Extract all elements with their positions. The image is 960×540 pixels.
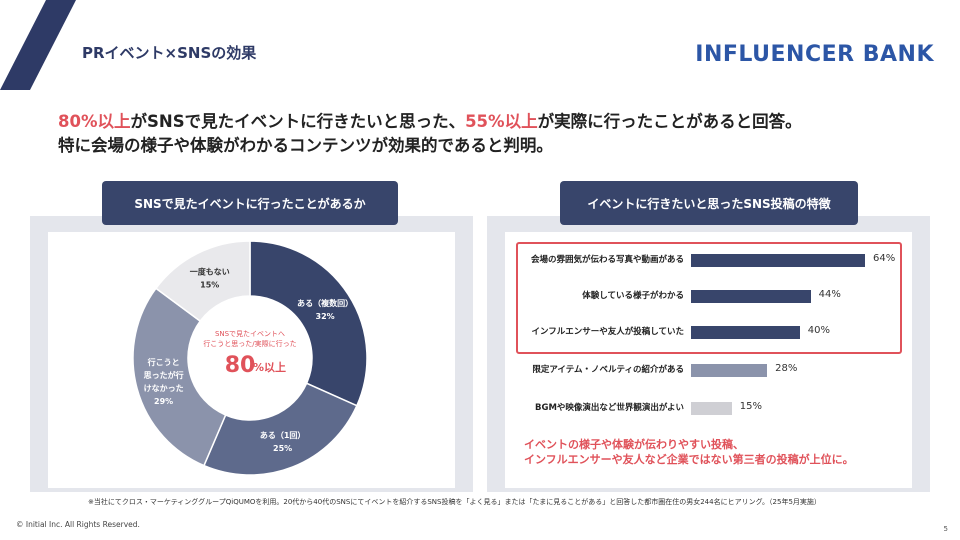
highlight-box (516, 242, 902, 354)
headline-text-end: が実際に行ったことがあると回答。 (537, 112, 802, 131)
bar-2 (691, 326, 800, 339)
right-panel-heading: イベントに行きたいと思ったSNS投稿の特徴 (560, 181, 858, 225)
bar-chart: 会場の雰囲気が伝わる写真や動画がある 64% 体験している様子がわかる 44% インフル… (505, 232, 912, 488)
bar-category-label-4: BGMや映像演出など世界観演出がよい (535, 403, 684, 413)
headline-line-2: 特に会場の様子や体験がわかるコンテンツが効果的であると判明。 (58, 136, 553, 155)
bar-value-label-3: 28% (775, 363, 798, 374)
donut-center-caption-1: SNSで見たイベントへ (215, 330, 285, 338)
bar-row: インフルエンサーや友人が投稿していた 40% (505, 322, 912, 342)
pie-slice-1 (202, 382, 358, 476)
donut-center-caption-2: 行こうと思った/実際に行った (203, 339, 296, 348)
donut-center-value: 80 (225, 353, 256, 378)
chart-note-line-1: イベントの様子や体験が伝わりやすい投稿、 (524, 438, 744, 451)
pie-value-label-0: 32% (316, 312, 335, 321)
right-panel-inner (505, 232, 912, 488)
pie-category-label-3: 一度もない (190, 267, 230, 277)
bar-0 (691, 254, 865, 267)
headline-line-1: 80%以上がSNSで見たイベントに行きたいと思った、55%以上が実際に行ったこと… (58, 110, 802, 134)
bar-1 (691, 290, 811, 303)
pie-category-label-2: けなかった (144, 383, 184, 393)
page-title: PRイベント×SNSの効果 (82, 44, 257, 62)
bar-category-label-1: 体験している様子がわかる (582, 291, 684, 301)
pie-category-label-0: ある（複数回） (297, 298, 353, 308)
bar-row: BGMや映像演出など世界観演出がよい 15% (505, 398, 912, 418)
headline: 80%以上がSNSで見たイベントに行きたいと思った、55%以上が実際に行ったこと… (58, 110, 802, 158)
donut-center-suffix: %以上 (253, 360, 286, 374)
pie-slice-2 (132, 287, 227, 467)
pie-category-label-2: 行こうと (147, 357, 180, 367)
pie-value-label-1: 25% (273, 444, 292, 453)
bar-3 (691, 364, 768, 377)
pie-slice-0 (249, 240, 368, 407)
bar-value-label-0: 64% (873, 253, 896, 264)
bar-category-label-2: インフルエンサーや友人が投稿していた (531, 327, 685, 337)
bar-value-label-2: 40% (807, 325, 830, 336)
brand-logo: INFLUENCER BANK (695, 42, 934, 67)
page-number: 5 (943, 525, 948, 533)
pie-value-label-3: 15% (200, 281, 219, 290)
pie-slice-3 (154, 240, 251, 323)
bar-row: 体験している様子がわかる 44% (505, 286, 912, 306)
footnote: ※当社にてクロス・マーケティンググループQiQUMOを利用。20代から40代のS… (88, 498, 821, 506)
headline-highlight-55: 55%以上 (465, 112, 538, 131)
chart-note: イベントの様子や体験が伝わりやすい投稿、 インフルエンサーや友人など企業ではない… (524, 437, 854, 467)
headline-text-mid: がSNSで見たイベントに行きたいと思った、 (130, 112, 466, 131)
pie-value-label-2: 29% (154, 397, 173, 406)
pie-category-label-1: ある（1回） (260, 430, 306, 440)
bar-value-label-4: 15% (739, 401, 763, 412)
left-panel-heading: SNSで見たイベントに行ったことがあるか (102, 181, 398, 225)
chart-note-line-2: インフルエンサーや友人など企業ではない第三者の投稿が上位に。 (524, 453, 854, 466)
headline-highlight-80: 80%以上 (58, 112, 131, 131)
bar-row: 会場の雰囲気が伝わる写真や動画がある 64% (505, 250, 912, 270)
bar-row: 限定アイテム・ノベルティの紹介がある 28% (505, 360, 912, 380)
bar-category-label-0: 会場の雰囲気が伝わる写真や動画がある (530, 255, 684, 265)
bar-value-label-1: 44% (818, 289, 841, 300)
bar-category-label-3: 限定アイテム・ノベルティの紹介がある (532, 365, 684, 375)
bar-4 (691, 402, 732, 415)
copyright: © Initial Inc. All Rights Reserved. (16, 520, 140, 529)
pie-category-label-2: 思ったが行 (144, 370, 184, 380)
decorative-slash (0, 0, 76, 90)
